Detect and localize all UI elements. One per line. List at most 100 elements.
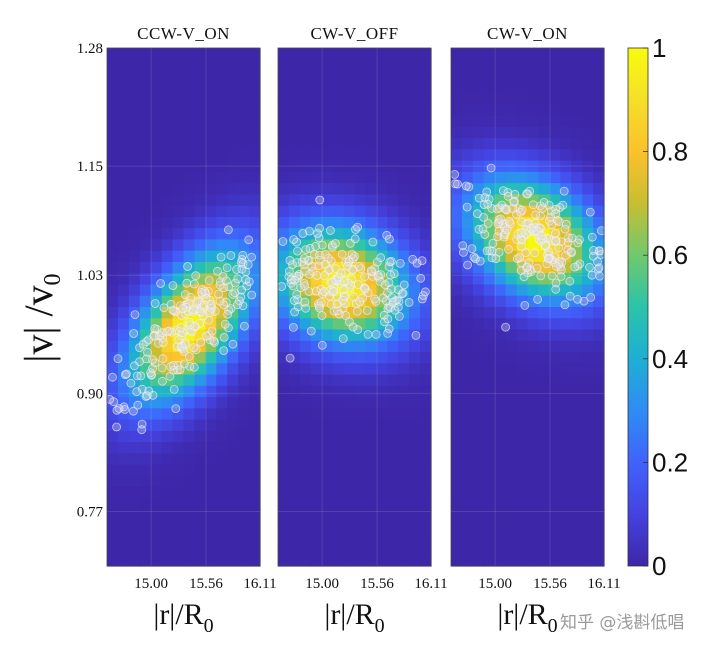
heatmap-cell — [321, 81, 334, 94]
heatmap-cell — [216, 160, 228, 173]
heatmap-cell — [321, 115, 334, 128]
heatmap — [451, 48, 605, 567]
heatmap-cell — [310, 520, 323, 533]
heatmap-cell — [332, 509, 345, 522]
heatmap-cell — [571, 385, 583, 398]
scatter-point — [138, 339, 148, 349]
heatmap-cell — [332, 408, 345, 421]
heatmap-cell — [571, 532, 583, 545]
heatmap-cell — [321, 205, 334, 218]
heatmap-cell — [527, 318, 540, 331]
scatter-point — [105, 394, 114, 404]
heatmap-cell — [310, 93, 323, 105]
heatmap-cell — [249, 453, 261, 466]
heatmap-cell — [461, 397, 474, 409]
heatmap-cell — [472, 408, 485, 421]
heatmap-cell — [288, 126, 301, 139]
heatmap-cell — [461, 284, 474, 297]
scatter-point — [189, 279, 199, 289]
heatmap-cell — [288, 284, 301, 297]
heatmap-cell — [172, 194, 185, 207]
scatter-point — [380, 280, 390, 290]
heatmap-cell — [321, 70, 334, 83]
heatmap-cell — [354, 487, 367, 500]
heatmap-cell — [310, 554, 323, 567]
scatter-point — [501, 204, 511, 214]
heatmap-cell — [549, 498, 561, 511]
scatter-point — [168, 281, 178, 291]
scatter-point — [536, 271, 546, 281]
heatmap-cell — [549, 81, 561, 94]
heatmap-cell — [387, 408, 399, 421]
heatmap-cell — [593, 520, 605, 533]
heatmap-cell — [472, 93, 485, 105]
heatmap-cell — [538, 149, 550, 162]
heatmap-cell — [172, 261, 185, 274]
heatmap-cell — [227, 81, 239, 94]
heatmap-cell — [376, 81, 388, 94]
scatter-point — [293, 246, 302, 256]
heatmap-cell — [516, 273, 529, 286]
heatmap-cell — [172, 442, 185, 454]
heatmap-cell — [365, 509, 377, 522]
heatmap-cell — [516, 554, 529, 567]
heatmap-cell — [128, 520, 141, 533]
scatter-point — [417, 256, 427, 266]
heatmap-cell — [172, 453, 185, 466]
scatter-point — [469, 252, 479, 262]
heatmap-cell — [321, 171, 334, 184]
heatmap-cell — [227, 397, 239, 409]
heatmap-cell — [461, 509, 474, 522]
heatmap-cell — [117, 126, 130, 139]
heatmap-cell — [494, 138, 507, 150]
heatmap-cell — [593, 194, 605, 207]
heatmap-cell — [398, 363, 410, 376]
heatmap-cell — [571, 430, 583, 443]
scatter-point — [521, 225, 531, 235]
heatmap-cell — [461, 126, 474, 139]
heatmap-cell — [161, 430, 174, 443]
heatmap-cell — [238, 205, 250, 218]
heatmap-cell — [494, 295, 507, 308]
scatter-point — [338, 295, 348, 305]
heatmap-cell — [560, 318, 572, 331]
heatmap-cell — [107, 93, 119, 105]
scatter-point — [515, 253, 525, 263]
heatmap-cell — [451, 261, 463, 274]
heatmap-cell — [299, 543, 312, 556]
scatter-point — [289, 235, 299, 244]
heatmap-cell — [227, 48, 239, 60]
heatmap-cell — [321, 160, 334, 173]
heatmap-cell — [461, 250, 474, 263]
heatmap-cell — [128, 70, 141, 83]
scatter-point — [462, 202, 472, 212]
heatmap-cell — [249, 543, 261, 556]
heatmap-cell — [571, 408, 583, 421]
heatmap-cell — [128, 126, 141, 139]
y-tick-label: 1.03 — [77, 268, 103, 284]
heatmap-cell — [593, 498, 605, 511]
heatmap-cell — [172, 273, 185, 286]
heatmap-cell — [128, 228, 141, 241]
heatmap-cell — [172, 543, 185, 556]
heatmap-cell — [238, 216, 250, 229]
scatter-point — [206, 299, 216, 309]
heatmap-cell — [387, 453, 399, 466]
heatmap-cell — [205, 284, 217, 297]
heatmap-cell — [472, 138, 485, 150]
scatter-point — [472, 209, 482, 219]
heatmap-cell — [398, 430, 410, 443]
heatmap-cell — [387, 126, 399, 139]
heatmap-cell — [249, 408, 261, 421]
heatmap-cell — [409, 509, 421, 522]
heatmap-cell — [343, 160, 356, 173]
heatmap-cell — [321, 149, 334, 162]
heatmap-cell — [354, 183, 367, 195]
heatmap-cell — [205, 408, 217, 421]
heatmap-cell — [172, 149, 185, 162]
heatmap-cell — [560, 532, 572, 545]
scatter-point — [180, 340, 190, 350]
scatter-point — [239, 321, 249, 331]
heatmap-cell — [117, 374, 130, 387]
heatmap-cell — [205, 115, 217, 128]
